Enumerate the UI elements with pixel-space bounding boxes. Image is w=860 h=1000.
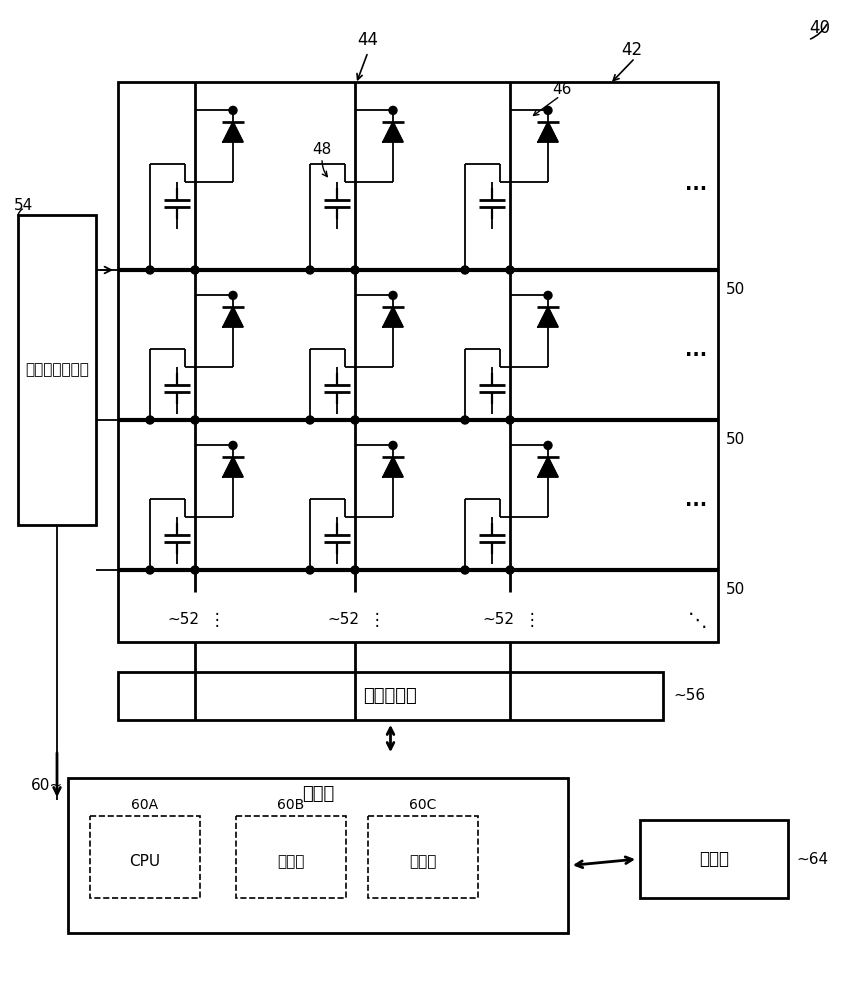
Circle shape — [146, 416, 154, 424]
Text: 存储部: 存储部 — [409, 854, 437, 869]
Circle shape — [389, 106, 397, 114]
Circle shape — [544, 291, 552, 299]
Text: 60B: 60B — [278, 798, 304, 812]
Text: ...: ... — [685, 490, 707, 510]
Text: 46: 46 — [552, 83, 571, 98]
Text: ⋮: ⋮ — [524, 611, 540, 629]
Bar — [18, 215, 96, 525]
Circle shape — [389, 441, 397, 449]
Bar — [118, 672, 663, 720]
Text: ∼52: ∼52 — [167, 612, 199, 628]
Text: ∼52: ∼52 — [482, 612, 514, 628]
Text: 50: 50 — [726, 282, 746, 298]
Circle shape — [544, 441, 552, 449]
Circle shape — [306, 266, 314, 274]
Text: 栊极配线驱动器: 栊极配线驱动器 — [25, 362, 89, 377]
Text: ∼52: ∼52 — [327, 612, 359, 628]
Text: 48: 48 — [312, 142, 331, 157]
Text: 54: 54 — [14, 198, 34, 213]
Text: ⋮: ⋮ — [369, 611, 385, 629]
Bar — [90, 816, 200, 898]
Circle shape — [461, 566, 469, 574]
Circle shape — [229, 106, 237, 114]
Text: CPU: CPU — [130, 854, 161, 869]
Text: 60C: 60C — [409, 798, 437, 812]
Text: 存储器: 存储器 — [277, 854, 304, 869]
Circle shape — [351, 416, 359, 424]
Circle shape — [389, 291, 397, 299]
Circle shape — [351, 566, 359, 574]
Circle shape — [191, 566, 199, 574]
Polygon shape — [223, 307, 243, 327]
Circle shape — [306, 416, 314, 424]
Bar — [368, 816, 478, 898]
Bar — [640, 820, 788, 898]
Text: 60A: 60A — [132, 798, 158, 812]
Bar — [236, 816, 346, 898]
Circle shape — [146, 566, 154, 574]
Text: ∼56: ∼56 — [673, 688, 705, 704]
Text: 控制部: 控制部 — [302, 785, 335, 803]
Text: 42: 42 — [622, 41, 642, 59]
Text: 50: 50 — [726, 432, 746, 448]
Circle shape — [191, 266, 199, 274]
Text: 信号处理部: 信号处理部 — [364, 687, 417, 705]
Circle shape — [146, 266, 154, 274]
Text: 44: 44 — [358, 31, 378, 49]
Text: ...: ... — [685, 176, 707, 194]
Text: 40: 40 — [809, 19, 831, 37]
Text: 50: 50 — [726, 582, 746, 597]
Polygon shape — [383, 122, 402, 142]
Polygon shape — [223, 457, 243, 477]
Text: 60∼: 60∼ — [31, 778, 63, 794]
Polygon shape — [383, 457, 402, 477]
Text: ∼64: ∼64 — [796, 852, 828, 866]
Bar — [68, 778, 568, 933]
Text: ⋱: ⋱ — [688, 610, 708, 630]
Circle shape — [544, 106, 552, 114]
Circle shape — [506, 566, 514, 574]
Text: ...: ... — [685, 340, 707, 360]
Polygon shape — [538, 457, 558, 477]
Polygon shape — [383, 307, 402, 327]
Circle shape — [461, 266, 469, 274]
Polygon shape — [538, 307, 558, 327]
Circle shape — [506, 416, 514, 424]
Polygon shape — [223, 122, 243, 142]
Circle shape — [351, 266, 359, 274]
Bar — [118, 82, 718, 642]
Circle shape — [306, 566, 314, 574]
Circle shape — [461, 416, 469, 424]
Text: 通信部: 通信部 — [699, 850, 729, 868]
Text: ⋮: ⋮ — [209, 611, 225, 629]
Circle shape — [506, 266, 514, 274]
Circle shape — [191, 416, 199, 424]
Polygon shape — [538, 122, 558, 142]
Circle shape — [229, 441, 237, 449]
Circle shape — [229, 291, 237, 299]
